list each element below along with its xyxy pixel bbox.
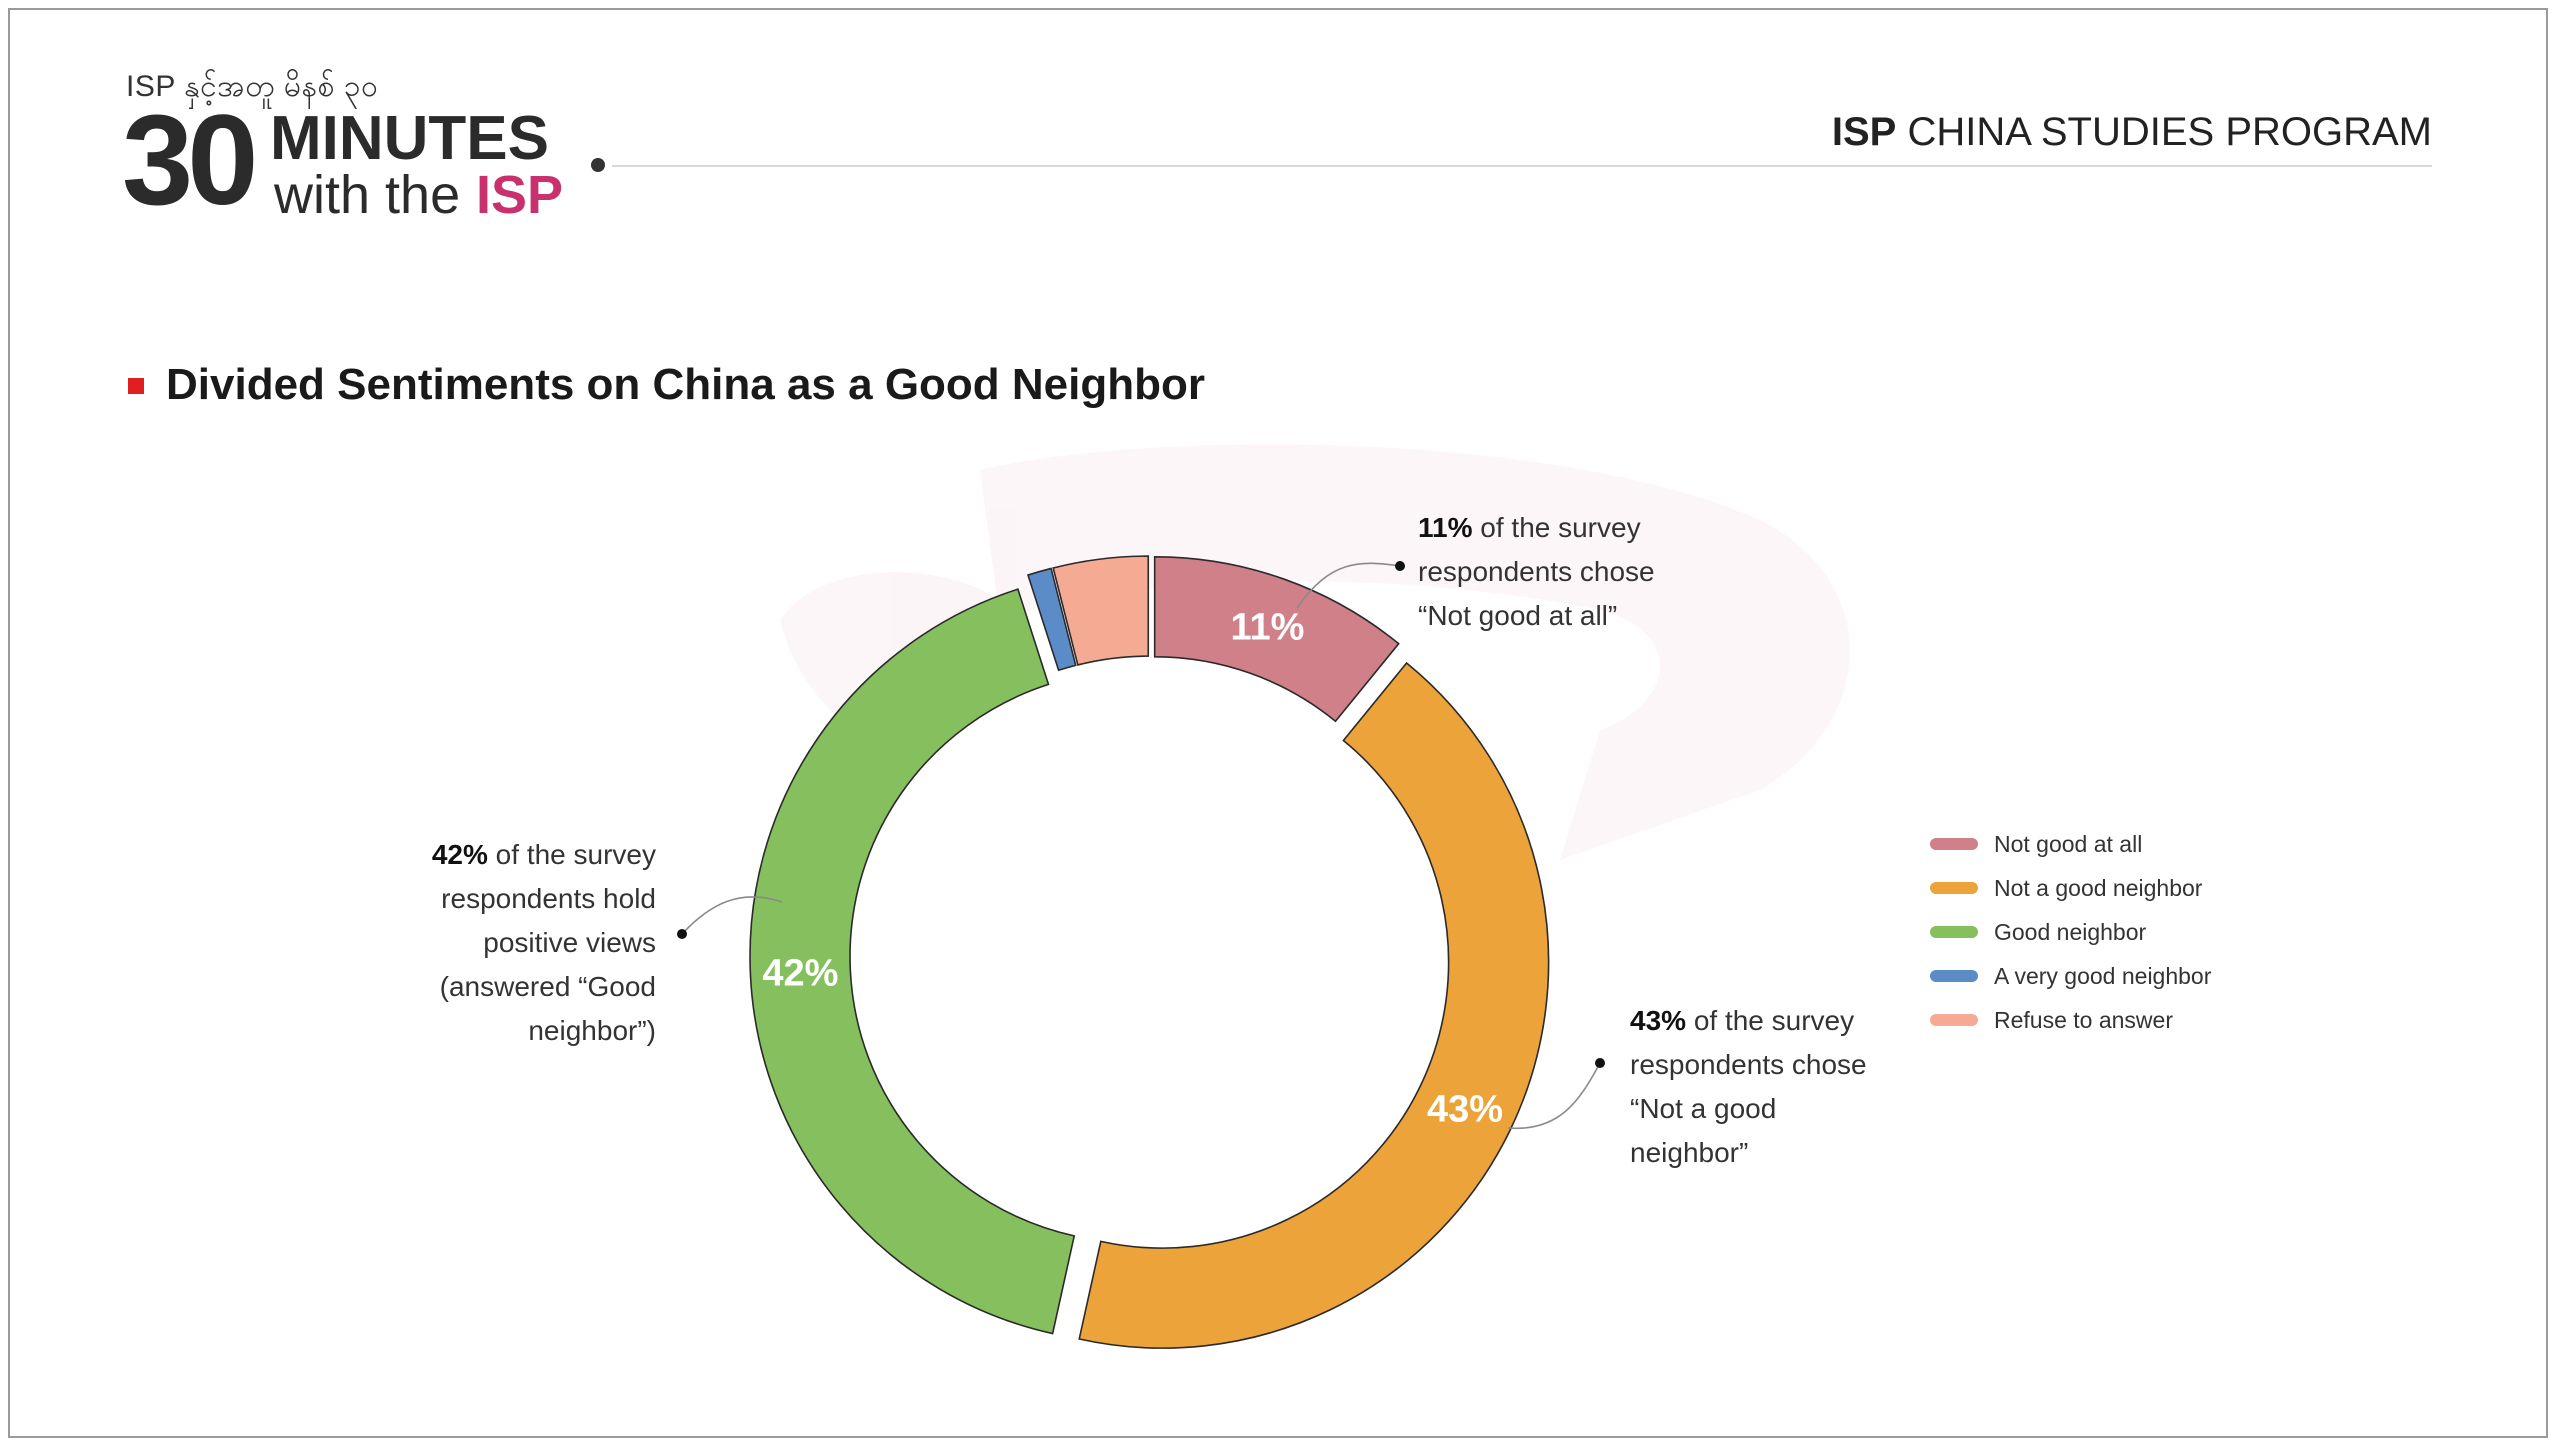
program-name-rest: CHINA STUDIES PROGRAM	[1896, 110, 2432, 154]
slice-label-good-neighbor: 42%	[762, 952, 838, 994]
program-name-bold: ISP	[1831, 110, 1897, 154]
legend-label: Refuse to answer	[1994, 1006, 2173, 1033]
annotation-not-good-at-all: 11% of the survey respondents chose “Not g…	[1418, 506, 1655, 638]
legend-swatch	[1930, 882, 1978, 894]
title-marker	[128, 378, 144, 394]
legend-item-not-good-at-all: Not good at all	[1930, 822, 2211, 866]
chart-title: Divided Sentiments on China as a Good Ne…	[166, 360, 1206, 409]
legend-item-refuse-to-answer: Refuse to answer	[1930, 998, 2211, 1042]
legend-swatch	[1930, 970, 1978, 982]
logo-tagline: ISP နှင့်အတူ မိနစ် ၃၀	[126, 70, 379, 103]
slice-label-not-good-at-all: 11%	[1230, 606, 1304, 648]
slice-not-a-good-neighbor	[1078, 661, 1550, 1349]
annotation-percent: 42%	[431, 839, 488, 870]
leader-not-good-at-all	[1296, 562, 1401, 609]
slice-good-neighbor	[749, 588, 1076, 1335]
slice-label-not-a-good-neighbor: 43%	[1427, 1089, 1503, 1131]
logo-number: 30	[122, 89, 258, 232]
leader-not-a-good-neighbor	[1507, 1062, 1601, 1130]
annotation-line: 42% of the survey	[431, 839, 656, 870]
slice-refuse-to-answer	[1052, 555, 1150, 666]
slide-frame	[8, 8, 2548, 1438]
legend-label: Good neighbor	[1994, 918, 2147, 945]
leader-good-neighbor-dot	[677, 929, 687, 939]
annotation-line: 43% of the survey	[1630, 1005, 1855, 1036]
annotation-line: respondents hold	[441, 883, 656, 914]
legend-label: A very good neighbor	[1994, 962, 2212, 989]
annotation-percent: 11%	[1418, 512, 1473, 543]
legend-label: Not a good neighbor	[1994, 874, 2203, 901]
logo: 30 MINUTES with the ISP	[122, 96, 642, 226]
program-name: ISP CHINA STUDIES PROGRAM	[1832, 110, 2432, 155]
legend-swatch	[1930, 838, 1978, 850]
logo-with: with the	[274, 165, 461, 225]
annotation-line: 11% of the survey	[1418, 512, 1641, 543]
slice-not-good-at-all	[1153, 556, 1400, 723]
legend-item-not-a-good-neighbor: Not a good neighbor	[1930, 866, 2211, 910]
logo-isp: ISP	[476, 165, 564, 225]
legend-swatch	[1930, 926, 1978, 938]
leader-not-good-at-all-dot	[1395, 561, 1405, 571]
legend-item-good-neighbor: Good neighbor	[1930, 910, 2211, 954]
annotation-line: “Not a good	[1630, 1093, 1777, 1124]
annotation-line: (answered “Good	[439, 971, 656, 1002]
annotation-line: “Not good at all”	[1418, 600, 1618, 631]
annotation-line: neighbor”)	[528, 1015, 656, 1046]
legend-item-a-very-good-neighbor: A very good neighbor	[1930, 954, 2211, 998]
chart-legend: Not good at all Not a good neighbor Good n…	[1930, 822, 2211, 1042]
legend-swatch	[1930, 1014, 1978, 1026]
annotation-good-neighbor: 42% of the survey respondents hold positiv…	[380, 833, 656, 1053]
annotation-line: neighbor”	[1630, 1137, 1749, 1168]
legend-label: Not good at all	[1994, 830, 2143, 857]
leader-not-a-good-neighbor-dot	[1595, 1058, 1605, 1068]
annotation-percent: 43%	[1630, 1005, 1687, 1036]
annotation-line: respondents chose	[1630, 1049, 1867, 1080]
logo-minutes: MINUTES	[270, 104, 549, 173]
annotation-line: respondents chose	[1418, 556, 1655, 587]
header-dot	[591, 158, 605, 172]
slice-a-very-good-neighbor	[1026, 567, 1077, 672]
annotation-not-a-good-neighbor: 43% of the survey respondents chose “Not a…	[1630, 999, 1867, 1175]
header-divider	[612, 165, 2432, 167]
annotation-line: positive views	[483, 927, 656, 958]
leader-good-neighbor	[681, 896, 783, 935]
